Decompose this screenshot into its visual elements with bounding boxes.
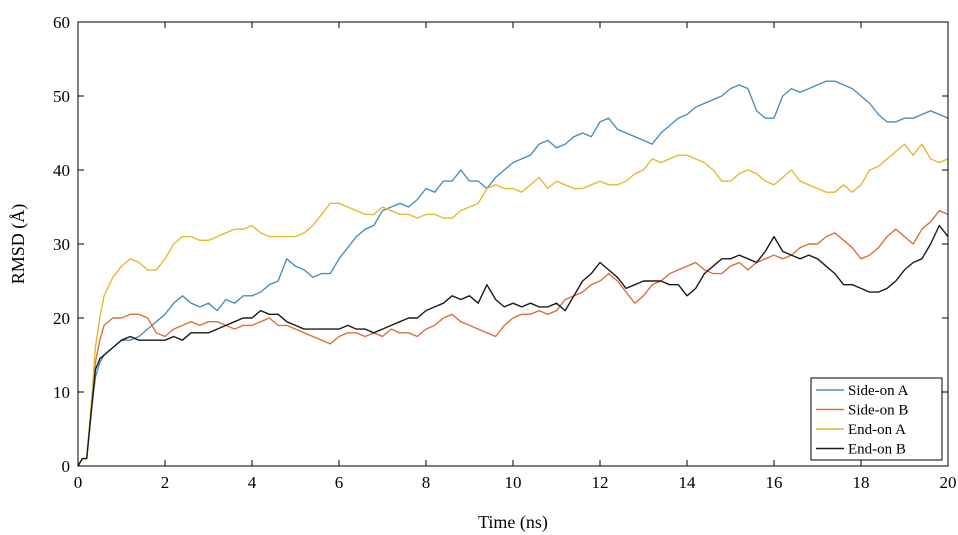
legend-box <box>810 377 943 461</box>
legend-label: End-on A <box>848 422 906 438</box>
x-tick-label: 0 <box>74 473 83 492</box>
series-lines <box>77 80 949 467</box>
x-tick-label: 4 <box>248 473 257 492</box>
y-tick-label: 10 <box>53 383 70 402</box>
ticks: 0 2 4 6 8 10 12 14 16 18 20 0 10 20 30 40 50 60 <box>53 13 957 492</box>
y-tick-label: 30 <box>53 235 70 254</box>
legend-label: Side-on B <box>848 403 908 419</box>
y-tick-label: 50 <box>53 87 70 106</box>
x-tick-label: 18 <box>853 473 870 492</box>
y-tick-label: 20 <box>53 309 70 328</box>
series-line-1 <box>77 209 949 467</box>
legend: Side-on A Side-on B End-on A End-on B <box>810 377 943 461</box>
x-axis-label: Time (ns) <box>478 512 548 533</box>
x-tick-label: 10 <box>505 473 522 492</box>
x-tick-label: 16 <box>766 473 783 492</box>
legend-label: End-on B <box>848 442 906 458</box>
x-tick-label: 6 <box>335 473 344 492</box>
legend-label: Side-on A <box>848 383 909 399</box>
x-tick-label: 2 <box>161 473 170 492</box>
x-tick-label: 12 <box>592 473 609 492</box>
series-line-0 <box>77 80 949 467</box>
y-axis-label: RMSD (Å) <box>8 204 29 285</box>
y-tick-label: 60 <box>53 13 70 32</box>
series-line-2 <box>77 143 949 467</box>
y-tick-label: 40 <box>53 161 70 180</box>
x-tick-label: 20 <box>940 473 957 492</box>
x-tick-label: 8 <box>422 473 431 492</box>
y-tick-label: 0 <box>62 457 71 476</box>
series-line-3 <box>77 224 949 467</box>
x-tick-label: 14 <box>679 473 697 492</box>
